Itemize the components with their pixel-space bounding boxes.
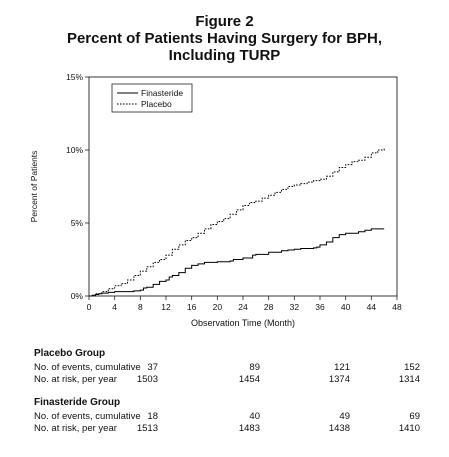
chart-title-line1: Percent of Patients Having Surgery for B… <box>66 30 383 47</box>
table-cell: 1374 <box>328 374 350 385</box>
table-cell: 152 <box>404 362 420 373</box>
y-tick-label: 5% <box>71 218 84 228</box>
table-cell: 1314 <box>398 374 420 385</box>
table-cell: 40 <box>249 411 260 422</box>
table-row: No. at risk, per year 1513 1483 1438 141… <box>34 423 424 435</box>
km-chart: 0 4 8 12 16 20 24 28 32 36 40 44 480%5%10%15%Observa… <box>29 72 402 328</box>
x-tick-label: 48 <box>392 302 402 312</box>
x-tick-label: 12 <box>161 302 171 312</box>
y-tick-label: 10% <box>66 145 83 155</box>
table-cell: 1503 <box>136 374 158 385</box>
x-tick-label: 0 <box>87 302 92 312</box>
row-label: No. of events, cumulative <box>34 362 141 373</box>
series-line-placebo <box>89 147 385 297</box>
table-cell: 89 <box>249 362 260 373</box>
table-cell: 37 <box>147 362 158 373</box>
placebo-group-heading: Placebo Group <box>34 348 106 359</box>
y-tick-label: 0% <box>71 291 84 301</box>
x-tick-label: 16 <box>187 302 197 312</box>
table-row: No. at risk, per year 1503 1454 1374 131… <box>34 374 424 386</box>
legend-label-finasteride: Finasteride <box>141 88 183 98</box>
row-label: No. at risk, per year <box>34 423 117 434</box>
x-tick-label: 40 <box>341 302 351 312</box>
x-tick-label: 32 <box>290 302 300 312</box>
x-axis-label: Observation Time (Month) <box>191 318 295 328</box>
y-tick-label: 15% <box>66 72 83 82</box>
row-label: No. of events, cumulative <box>34 411 141 422</box>
table-cell: 1410 <box>398 423 420 434</box>
table-row: No. of events, cumulative 37 89 121 152 <box>34 362 424 374</box>
table-cell: 69 <box>409 411 420 422</box>
x-tick-label: 8 <box>138 302 143 312</box>
legend-box <box>111 83 193 113</box>
finasteride-group-heading: Finasteride Group <box>34 397 121 408</box>
y-axis-label: Percent of Patients <box>29 151 39 223</box>
x-tick-label: 44 <box>367 302 377 312</box>
table-cell: 121 <box>334 362 350 373</box>
x-tick-label: 36 <box>315 302 325 312</box>
table-row: No. of events, cumulative 18 40 49 69 <box>34 411 424 423</box>
figure-label: Figure 2 <box>195 13 254 30</box>
table-cell: 1483 <box>238 423 260 434</box>
series-line-finasteride <box>89 228 385 297</box>
table-cell: 1438 <box>328 423 350 434</box>
table-cell: 1454 <box>238 374 260 385</box>
table-cell: 18 <box>147 411 158 422</box>
x-tick-label: 4 <box>112 302 117 312</box>
x-tick-label: 24 <box>238 302 248 312</box>
row-label: No. at risk, per year <box>34 374 117 385</box>
finasteride-risk-table: Finasteride Group No. of events, cumulat… <box>34 397 424 435</box>
table-cell: 49 <box>339 411 350 422</box>
placebo-risk-table: Placebo Group No. of events, cumulative … <box>34 348 424 386</box>
legend-label-placebo: Placebo <box>141 99 172 109</box>
x-tick-label: 28 <box>264 302 274 312</box>
x-tick-label: 20 <box>213 302 223 312</box>
table-cell: 1513 <box>136 423 158 434</box>
chart-title-line2: Including TURP <box>168 47 281 64</box>
